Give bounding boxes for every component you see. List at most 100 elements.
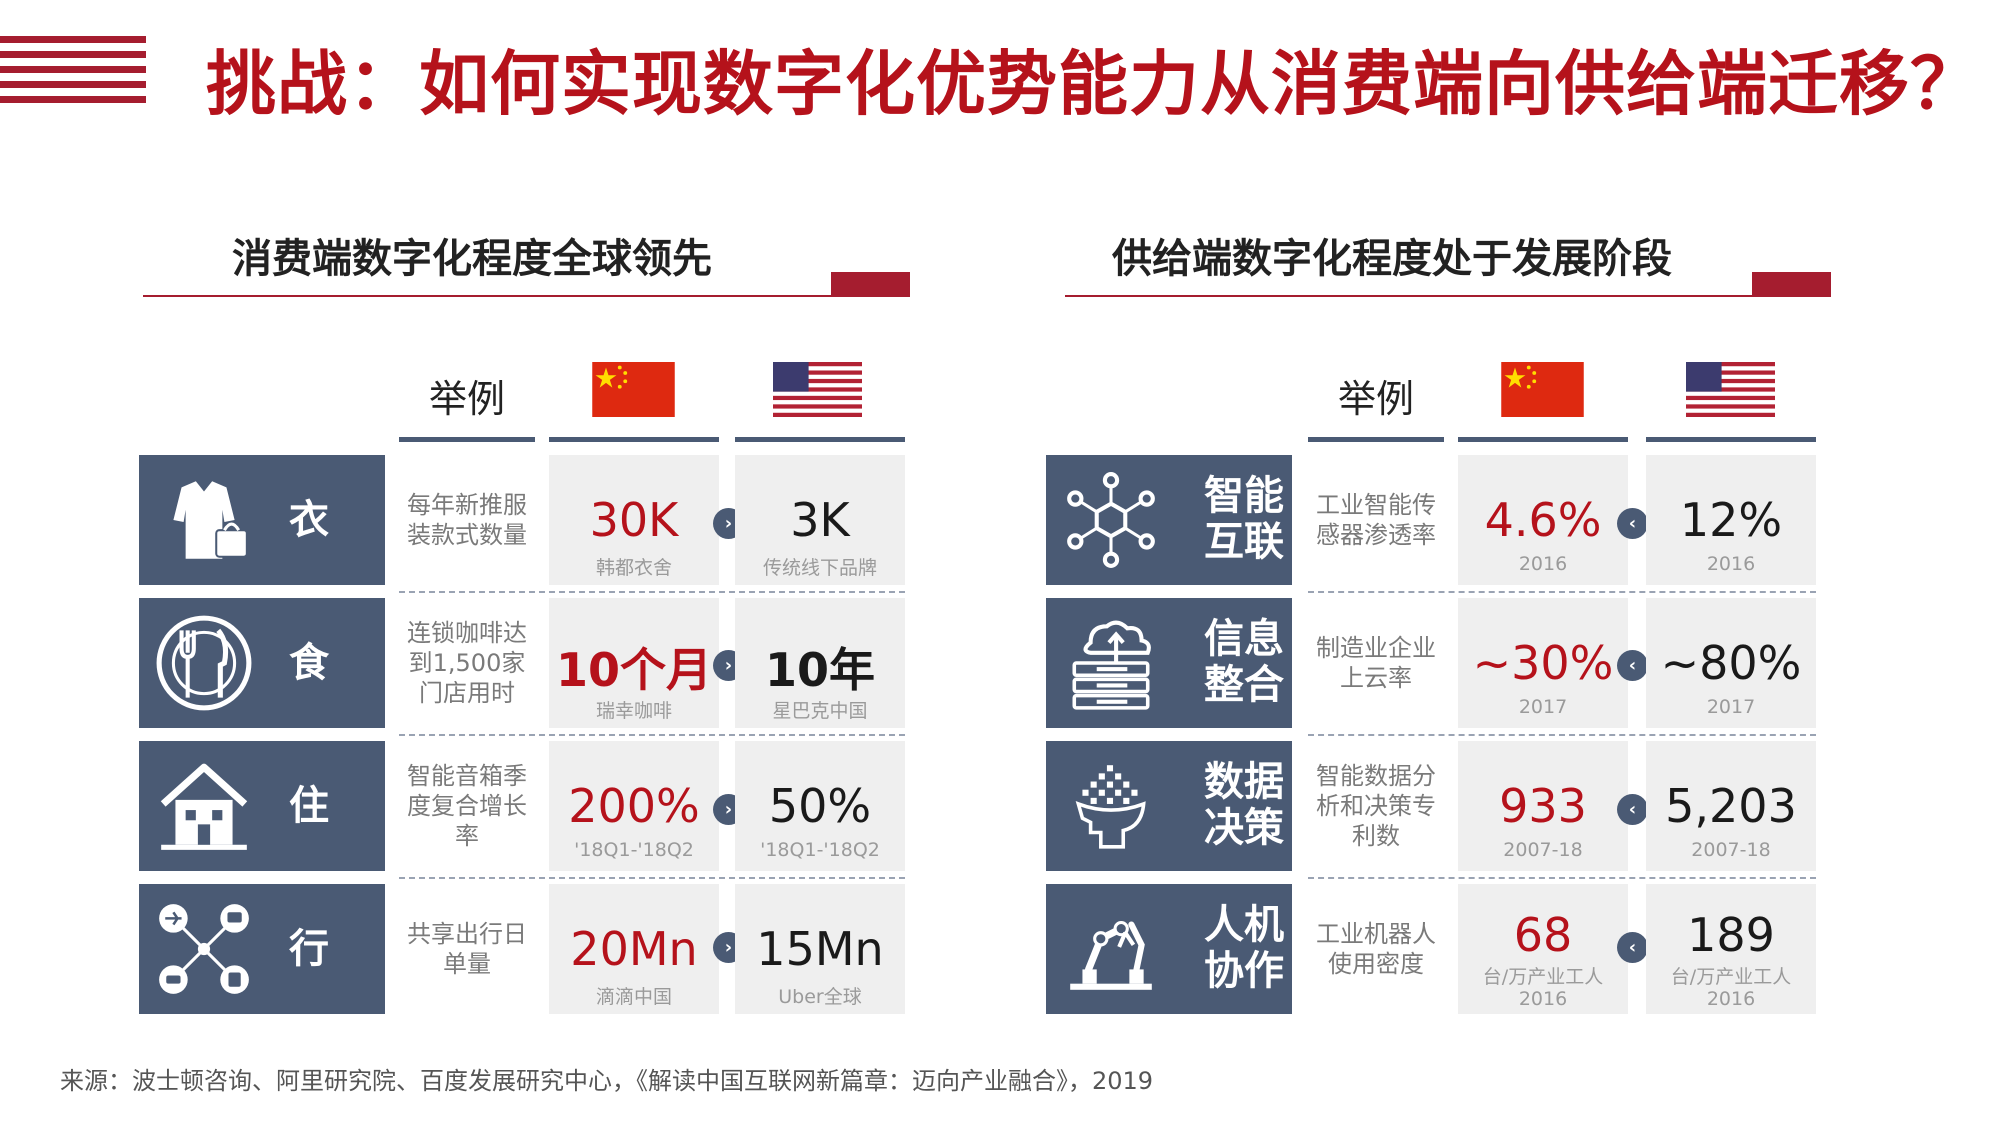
china-value-source: '18Q1-'18Q2: [574, 839, 694, 861]
example-text: 智能数据分析和决策专利数: [1316, 762, 1436, 850]
house-icon: [160, 763, 248, 850]
china-value: 68: [1513, 908, 1573, 962]
category-label-line2: 协作: [1204, 948, 1284, 994]
dining-icon: [156, 615, 252, 711]
category-label-line1: 人机: [1204, 902, 1284, 948]
china-value: ~30%: [1472, 636, 1614, 690]
example-text: 连锁咖啡达到1,500家门店用时: [407, 619, 527, 707]
category-label: 行: [289, 926, 329, 972]
category-data-decision: 数据 决策: [1046, 741, 1292, 871]
china-value-year: 2016: [1518, 553, 1568, 575]
china-value-cell: 68 台/万产业工人 2016: [1458, 884, 1628, 1014]
china-value-source: 瑞幸咖啡: [595, 700, 672, 722]
category-label-line2: 整合: [1204, 662, 1284, 708]
china-value-cell: 200% '18Q1-'18Q2: [549, 741, 719, 871]
right-section-underline: [1065, 295, 1755, 297]
category-clothing: 衣: [139, 455, 385, 585]
usa-value: 5,203: [1665, 779, 1797, 833]
left-col-example-label: 举例: [428, 377, 505, 421]
usa-value-period: 2007-18: [1691, 839, 1771, 861]
usa-value-year: 2016: [1706, 553, 1756, 575]
row-divider: [1308, 591, 1816, 593]
right-col-example-label: 举例: [1337, 377, 1414, 421]
compare-arrow-icon: ‹: [1617, 650, 1648, 681]
title-stripes-decoration: [0, 36, 146, 111]
left-section-accent: [831, 272, 910, 297]
usa-value-cell: 10年 星巴克中国: [735, 598, 905, 728]
category-transport: 行: [139, 884, 385, 1014]
category-food: 食: [139, 598, 385, 728]
robot-arm-icon: [1070, 920, 1152, 990]
usa-value-source: '18Q1-'18Q2: [760, 839, 880, 861]
usa-value-unit: 台/万产业工人: [1670, 966, 1792, 988]
category-label: 衣: [289, 497, 329, 543]
category-human-machine: 人机 协作: [1046, 884, 1292, 1014]
right-col-china-header: [1458, 362, 1628, 442]
china-value-cell: 4.6% 2016: [1458, 455, 1628, 585]
china-flag-icon: [592, 362, 675, 417]
usa-value-cell: 15Mn Uber全球: [735, 884, 905, 1014]
right-col-example-header: 举例: [1308, 362, 1444, 442]
china-value: 20Mn: [570, 922, 698, 976]
usa-value: 50%: [768, 779, 872, 833]
row-divider: [1308, 877, 1816, 879]
usa-value-source: 星巴克中国: [772, 700, 868, 722]
china-value-cell: 933 2007-18: [1458, 741, 1628, 871]
usa-value: 15Mn: [756, 922, 884, 976]
usa-flag-icon: [773, 362, 862, 417]
row-divider: [399, 877, 905, 879]
left-col-usa-header: [735, 362, 905, 442]
usa-value-source: 传统线下品牌: [762, 557, 877, 579]
example-text: 智能音箱季度复合增长率: [407, 762, 527, 850]
china-value-source: 韩都衣舍: [595, 557, 672, 579]
transport-network-icon: [159, 904, 249, 994]
compare-arrow-icon: ‹: [1617, 932, 1648, 963]
compare-arrow-icon: ‹: [1617, 794, 1648, 825]
usa-value: 12%: [1679, 493, 1783, 547]
left-section-underline: [143, 295, 833, 297]
left-section-title: 消费端数字化程度全球领先: [232, 236, 712, 282]
cloud-server-icon: [1072, 620, 1151, 710]
china-value: 10个月: [555, 643, 712, 697]
china-value: 4.6%: [1484, 493, 1602, 547]
usa-value: 3K: [790, 493, 850, 547]
china-flag-icon: [1501, 362, 1584, 417]
china-value: 30K: [589, 493, 679, 547]
row-divider: [399, 591, 905, 593]
usa-value: ~80%: [1660, 636, 1802, 690]
category-label-line2: 互联: [1204, 519, 1284, 565]
usa-value-year: 2016: [1706, 988, 1756, 1010]
category-info-integration: 信息 整合: [1046, 598, 1292, 728]
china-value-cell: 20Mn 滴滴中国: [549, 884, 719, 1014]
left-col-china-header: [549, 362, 719, 442]
example-text: 共享出行日单量: [407, 920, 527, 978]
example-text: 工业智能传感器渗透率: [1316, 491, 1436, 549]
page-title: 挑战：如何实现数字化优势能力从消费端向供给端迁移？: [206, 43, 1981, 125]
usa-value: 10年: [764, 643, 875, 697]
right-section-title: 供给端数字化程度处于发展阶段: [1112, 236, 1672, 282]
china-value-year: 2017: [1518, 696, 1568, 718]
usa-value-source: Uber全球: [778, 986, 862, 1008]
category-housing: 住: [139, 741, 385, 871]
usa-value-cell: 5,203 2007-18: [1646, 741, 1816, 871]
usa-value-cell: 50% '18Q1-'18Q2: [735, 741, 905, 871]
usa-flag-icon: [1686, 362, 1775, 417]
usa-value-cell: ~80% 2017: [1646, 598, 1816, 728]
right-col-usa-header: [1646, 362, 1816, 442]
row-divider: [1308, 734, 1816, 736]
china-value-cell: ~30% 2017: [1458, 598, 1628, 728]
china-value: 200%: [568, 779, 700, 833]
category-label: 住: [289, 783, 329, 829]
usa-value: 189: [1687, 908, 1775, 962]
china-value-source: 滴滴中国: [595, 986, 672, 1008]
row-divider: [399, 734, 905, 736]
brain-data-icon: [1075, 765, 1146, 849]
category-label-line1: 数据: [1204, 759, 1284, 805]
category-smart-connectivity: 智能 互联: [1046, 455, 1292, 585]
compare-arrow-icon: ‹: [1617, 508, 1648, 539]
usa-value-year: 2017: [1706, 696, 1756, 718]
china-value-cell: 30K 韩都衣舍: [549, 455, 719, 585]
category-label-line1: 信息: [1204, 616, 1284, 662]
china-value-period: 2007-18: [1503, 839, 1583, 861]
example-text: 每年新推服装款式数量: [407, 491, 527, 549]
